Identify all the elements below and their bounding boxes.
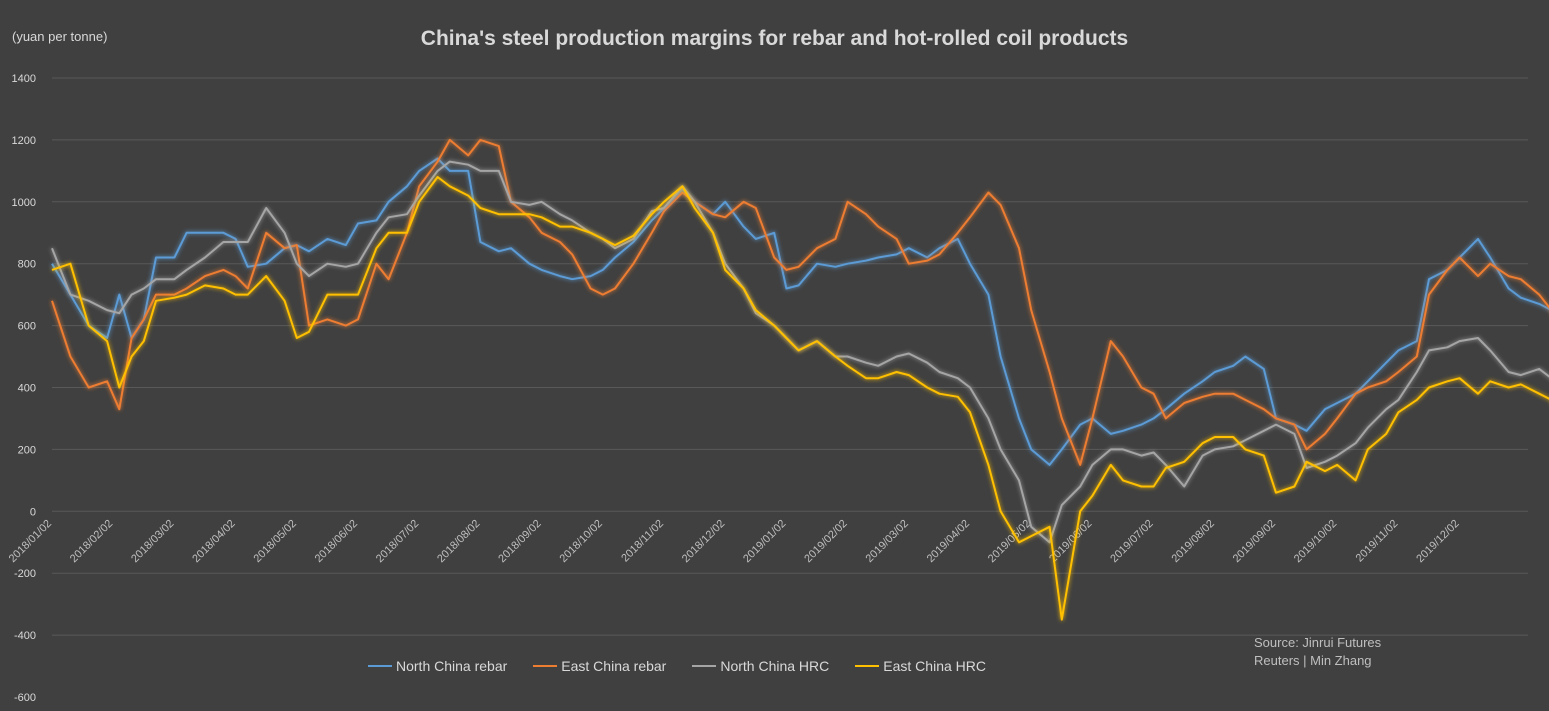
source-note: Source: Jinrui Futures Reuters | Min Zha… [1254, 634, 1381, 670]
x-tick-label: 2018/09/02 [496, 518, 543, 565]
legend-item-east-china-hrc: East China HRC [855, 658, 986, 674]
x-tick-label: 2018/03/02 [129, 518, 176, 565]
legend-swatch [533, 665, 558, 667]
x-tick-label: 2018/01/02 [7, 518, 54, 565]
x-tick-label: 2018/12/02 [680, 518, 727, 565]
series-line-east-china-hrc [51, 176, 1549, 621]
x-tick-label: 2018/11/02 [619, 518, 666, 565]
series-line-north-china-hrc [51, 160, 1549, 544]
x-tick-label: 2019/11/02 [1354, 518, 1401, 565]
y-axis: -600 -400 -200 0 200 400 600 800 1000 1200 1400 [12, 73, 36, 704]
y-axis-unit-label: (yuan per tonne) [12, 29, 108, 44]
credit-line: Reuters | Min Zhang [1254, 653, 1372, 668]
x-tick-label: 2018/04/02 [190, 518, 237, 565]
legend-label: East China HRC [883, 658, 986, 674]
legend-label: North China rebar [396, 658, 508, 674]
x-tick-label: 2018/08/02 [435, 518, 482, 565]
legend-label: North China HRC [720, 658, 830, 674]
x-tick-label: 2018/06/02 [313, 518, 360, 565]
legend-item-north-china-rebar: North China rebar [368, 658, 507, 674]
y-tick-label: 1200 [12, 135, 36, 147]
y-tick-label: 400 [18, 383, 36, 395]
x-tick-label: 2019/04/02 [925, 518, 972, 565]
x-tick-label: 2018/05/02 [252, 518, 299, 565]
legend: North China rebar East China rebar North… [0, 654, 1549, 674]
y-tick-label: 1000 [12, 197, 36, 209]
y-tick-label: -600 [14, 692, 36, 704]
x-tick-label: 2019/10/02 [1292, 518, 1339, 565]
chart-title: China's steel production margins for reb… [420, 27, 1129, 50]
y-tick-label: 600 [18, 321, 36, 333]
source-line: Source: Jinrui Futures [1254, 635, 1382, 650]
y-tick-label: 200 [18, 444, 36, 456]
x-tick-label: 2019/09/02 [1231, 518, 1278, 565]
series-line-east-china-rebar [51, 138, 1549, 466]
x-tick-label: 2019/01/02 [741, 518, 788, 565]
y-tick-label: -400 [14, 630, 36, 642]
x-tick-label: 2018/10/02 [558, 518, 605, 565]
series-lines [51, 138, 1549, 621]
y-tick-label: 0 [30, 506, 36, 518]
y-tick-label: 800 [18, 259, 36, 271]
x-axis: 2018/01/02 2018/02/02 2018/03/02 2018/04/02… [7, 518, 1462, 565]
legend-item-north-china-hrc: North China HRC [692, 658, 829, 674]
legend-swatch [855, 665, 880, 667]
x-tick-label: 2019/02/02 [802, 518, 849, 565]
legend-label: East China rebar [561, 658, 667, 674]
legend-swatch [368, 665, 392, 667]
x-tick-label: 2018/02/02 [68, 518, 115, 565]
legend-item-east-china-rebar: East China rebar [533, 658, 666, 674]
grid [52, 77, 1528, 636]
legend-swatch [692, 665, 717, 667]
x-tick-label: 2018/07/02 [374, 518, 421, 565]
y-tick-label: -200 [14, 568, 36, 580]
x-tick-label: 2019/03/02 [864, 518, 911, 565]
x-tick-label: 2019/08/02 [1170, 518, 1217, 565]
y-tick-label: 1400 [12, 73, 36, 85]
x-tick-label: 2019/07/02 [1108, 518, 1155, 565]
series-line-north-china-rebar [51, 157, 1549, 466]
x-tick-label: 2019/12/02 [1414, 518, 1461, 565]
